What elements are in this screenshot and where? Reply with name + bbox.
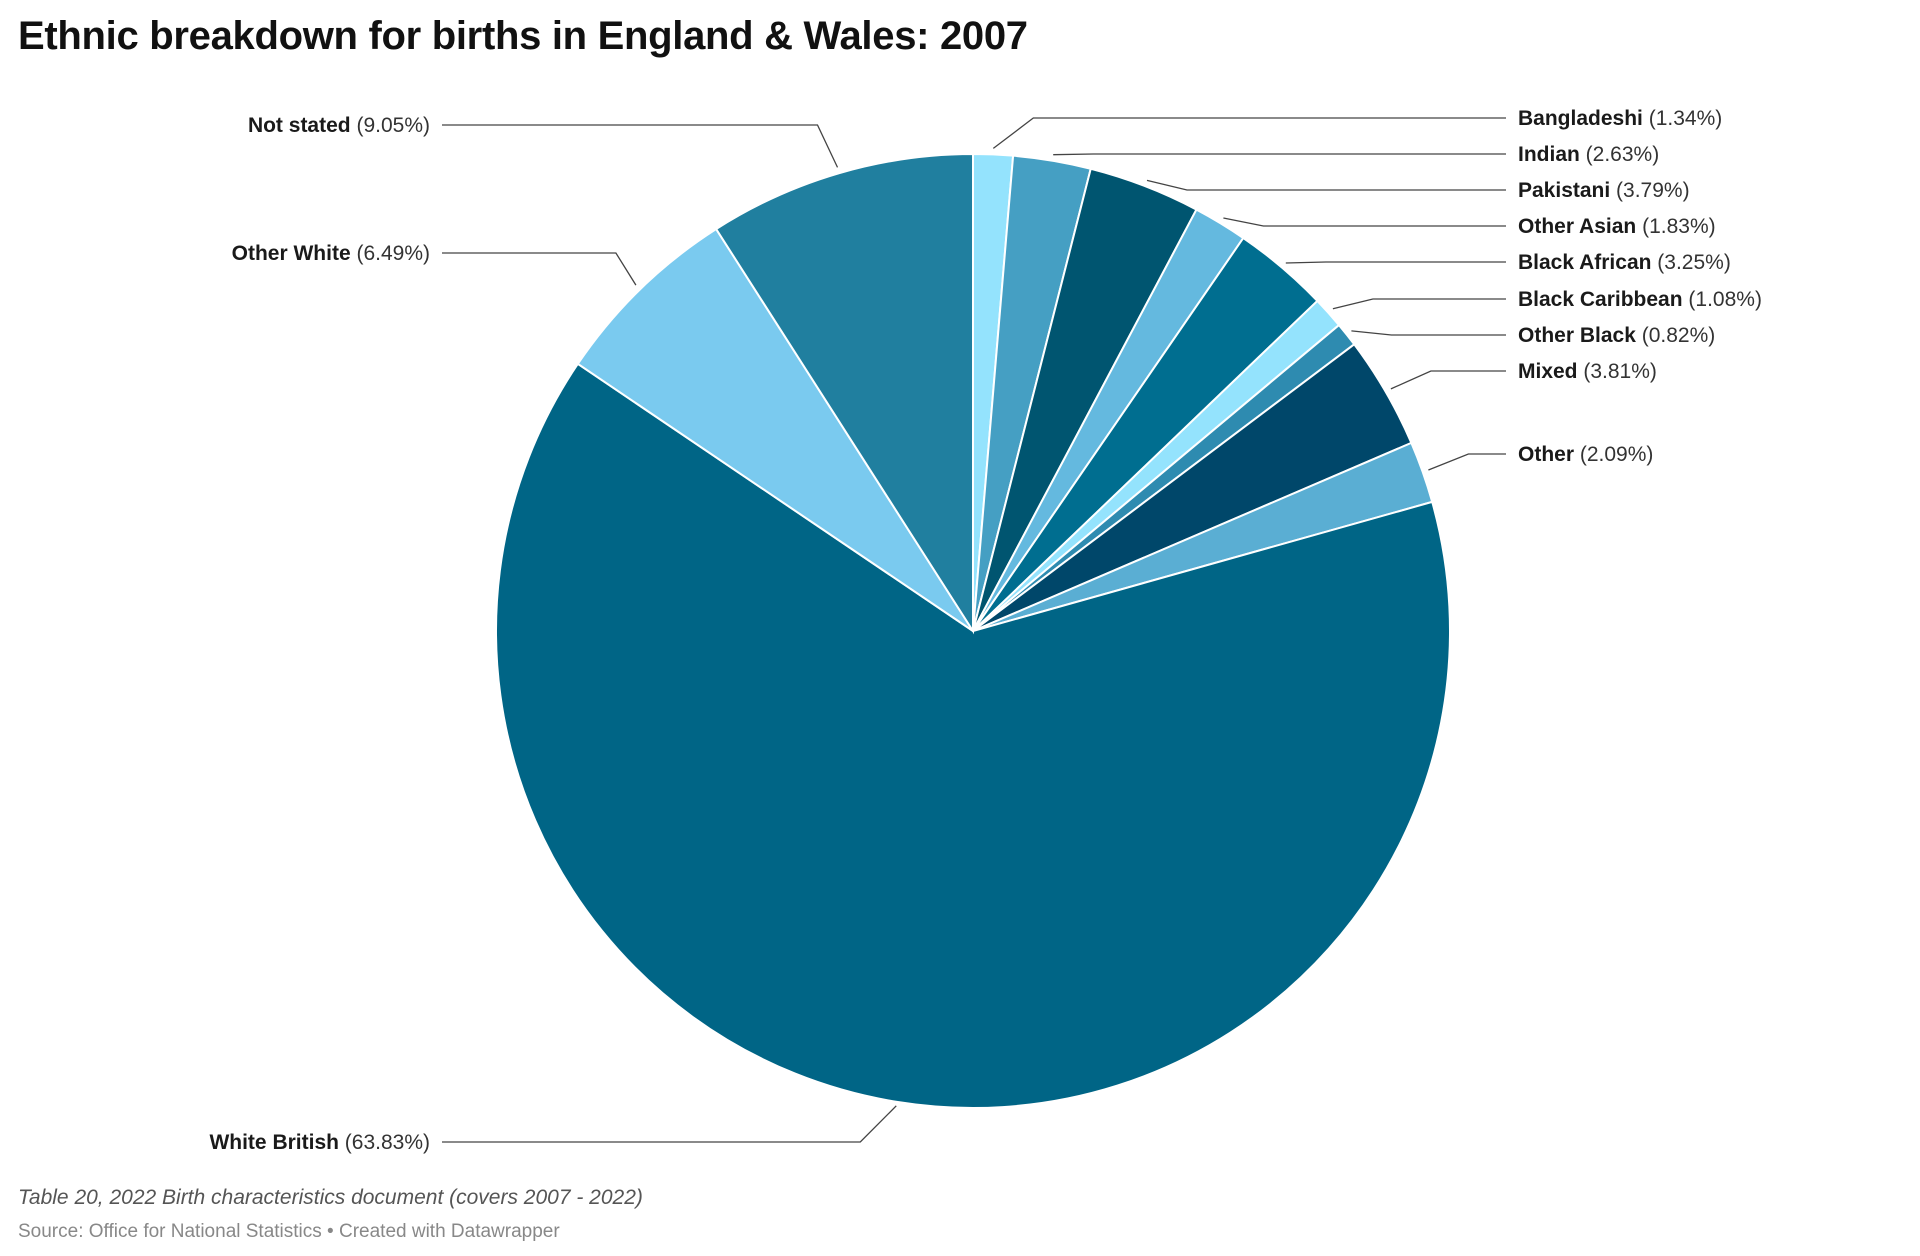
- label-black-caribbean: Black Caribbean (1.08%): [1518, 288, 1762, 311]
- label-name-black-african: Black African: [1518, 251, 1651, 274]
- label-value-white-british: (63.83%): [339, 1131, 430, 1154]
- slice-other-white: [576, 227, 974, 632]
- label-value-other-white: (6.49%): [351, 242, 430, 265]
- label-name-pakistani: Pakistani: [1518, 179, 1610, 202]
- label-bangladeshi: Bangladeshi (1.34%): [1518, 107, 1722, 130]
- slice-white-british: [495, 362, 1451, 1109]
- label-value-indian: (2.63%): [1580, 143, 1659, 166]
- slice-not-stated: [714, 152, 974, 635]
- label-name-black-caribbean: Black Caribbean: [1518, 288, 1683, 311]
- label-name-bangladeshi: Bangladeshi: [1518, 107, 1643, 130]
- leader-other-asian: [1223, 217, 1506, 227]
- footnote: Table 20, 2022 Birth characteristics doc…: [18, 1186, 643, 1209]
- label-value-other: (2.09%): [1574, 443, 1653, 466]
- label-name-other-white: Other White: [232, 242, 351, 265]
- pie-chart: Bangladeshi (1.34%) Indian (2.63%) Pakista…: [209, 107, 1762, 1154]
- label-value-other-black: (0.82%): [1636, 324, 1715, 347]
- leader-mixed: [1390, 370, 1506, 390]
- label-value-black-african: (3.25%): [1651, 251, 1730, 274]
- leader-black-caribbean: [1332, 298, 1506, 310]
- label-mixed: Mixed (3.81%): [1518, 360, 1657, 383]
- label-value-pakistani: (3.79%): [1610, 179, 1689, 202]
- leader-black-african: [1285, 261, 1506, 264]
- leader-indian: [1053, 153, 1506, 156]
- pie-slices: [495, 152, 1451, 1109]
- label-black-african: Black African (3.25%): [1518, 251, 1731, 274]
- source-line: Source: Office for National Statistics •…: [18, 1221, 560, 1242]
- leader-other: [1428, 453, 1506, 471]
- label-name-indian: Indian: [1518, 143, 1580, 166]
- label-name-other-black: Other Black: [1518, 324, 1636, 347]
- label-white-british: White British (63.83%): [209, 1131, 430, 1154]
- label-name-white-british: White British: [209, 1131, 339, 1154]
- label-indian: Indian (2.63%): [1518, 143, 1659, 166]
- label-value-not-stated: (9.05%): [351, 114, 430, 137]
- label-name-other-asian: Other Asian: [1518, 215, 1636, 238]
- leader-other-black: [1351, 330, 1506, 336]
- label-pakistani: Pakistani (3.79%): [1518, 179, 1690, 202]
- leader-bangladeshi: [992, 117, 1506, 149]
- label-value-mixed: (3.81%): [1578, 360, 1657, 383]
- leader-lines: [442, 117, 1506, 1143]
- leader-white-british: [442, 1105, 897, 1143]
- label-name-not-stated: Not stated: [248, 114, 351, 137]
- label-other-black: Other Black (0.82%): [1518, 324, 1715, 347]
- label-name-other: Other: [1518, 443, 1574, 466]
- label-other-asian: Other Asian (1.83%): [1518, 215, 1716, 238]
- label-other: Other (2.09%): [1518, 443, 1653, 466]
- leader-pakistani: [1146, 179, 1506, 191]
- label-not-stated: Not stated (9.05%): [248, 114, 430, 137]
- leader-other-white: [442, 252, 637, 286]
- label-name-mixed: Mixed: [1518, 360, 1578, 383]
- chart-title: Ethnic breakdown for births in England &…: [18, 14, 1028, 58]
- label-value-black-caribbean: (1.08%): [1683, 288, 1762, 311]
- leader-not-stated: [442, 124, 839, 168]
- slice-labels: Bangladeshi (1.34%) Indian (2.63%) Pakista…: [209, 107, 1762, 1154]
- label-value-bangladeshi: (1.34%): [1643, 107, 1722, 130]
- label-other-white: Other White (6.49%): [232, 242, 430, 265]
- label-value-other-asian: (1.83%): [1636, 215, 1715, 238]
